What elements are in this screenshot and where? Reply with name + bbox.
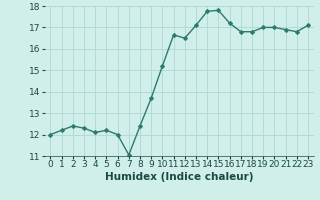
X-axis label: Humidex (Indice chaleur): Humidex (Indice chaleur) [105,172,253,182]
